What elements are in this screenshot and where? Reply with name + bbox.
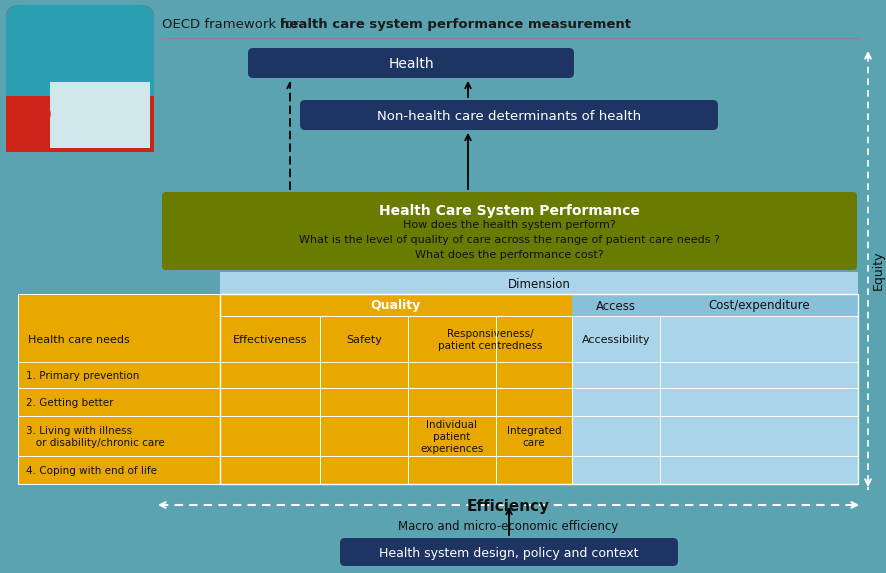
FancyBboxPatch shape — [6, 5, 154, 95]
Bar — [320, 294, 408, 484]
Bar — [572, 294, 660, 316]
Bar — [408, 456, 496, 484]
Bar — [320, 456, 408, 484]
Bar — [18, 316, 220, 362]
Bar — [660, 388, 858, 416]
Bar — [50, 82, 150, 148]
FancyBboxPatch shape — [300, 100, 718, 130]
Text: Health care needs: Health care needs — [28, 335, 129, 345]
FancyBboxPatch shape — [6, 5, 154, 152]
Bar — [660, 362, 858, 388]
Bar — [6, 60, 154, 96]
Bar — [496, 362, 572, 388]
FancyBboxPatch shape — [248, 48, 574, 78]
Bar — [220, 294, 320, 484]
FancyBboxPatch shape — [6, 6, 154, 151]
Bar — [320, 362, 408, 388]
Bar — [30, 72, 152, 148]
Text: Health: Health — [388, 57, 434, 71]
Circle shape — [26, 102, 50, 126]
Bar — [572, 362, 660, 388]
Bar — [220, 388, 320, 416]
Bar — [6, 96, 154, 152]
Bar — [496, 416, 572, 456]
Bar — [6, 50, 154, 86]
Bar — [18, 416, 220, 456]
FancyBboxPatch shape — [6, 6, 154, 86]
Bar — [572, 416, 660, 456]
Text: Responsiveness/
patient centredness: Responsiveness/ patient centredness — [438, 329, 542, 351]
Text: What is the level of quality of care across the range of patient care needs ?: What is the level of quality of care acr… — [299, 235, 720, 245]
Text: 1. Primary prevention: 1. Primary prevention — [26, 371, 139, 381]
Text: What does the performance cost?: What does the performance cost? — [416, 250, 604, 260]
Bar — [220, 272, 858, 294]
Text: Individual
patient
experiences: Individual patient experiences — [420, 421, 484, 454]
Bar — [18, 388, 220, 416]
Bar — [408, 388, 496, 484]
Text: Dimension: Dimension — [508, 277, 571, 291]
Text: OECD framework for: OECD framework for — [162, 18, 303, 31]
Bar — [220, 294, 572, 316]
Text: Effectiveness: Effectiveness — [233, 335, 307, 345]
Bar — [220, 294, 858, 484]
Bar — [408, 388, 496, 416]
Text: 4. Coping with end of life: 4. Coping with end of life — [26, 466, 157, 476]
Bar — [408, 416, 496, 456]
Bar — [220, 362, 320, 388]
Bar — [660, 316, 858, 362]
Text: health care system performance measurement: health care system performance measureme… — [280, 18, 631, 31]
Text: Health system design, policy and context: Health system design, policy and context — [379, 547, 639, 559]
Bar — [320, 388, 408, 416]
Bar — [572, 456, 660, 484]
Text: Integrated
care: Integrated care — [507, 426, 562, 448]
Text: Quality: Quality — [371, 300, 421, 312]
Bar — [320, 416, 408, 456]
Bar — [220, 456, 320, 484]
Text: Safety: Safety — [346, 335, 382, 345]
Bar — [572, 388, 660, 416]
Bar — [220, 316, 320, 362]
Text: How does the health system perform?: How does the health system perform? — [403, 220, 616, 230]
Bar — [220, 294, 858, 484]
Bar — [496, 294, 572, 484]
Text: Accessibility: Accessibility — [582, 335, 650, 345]
Bar — [660, 294, 858, 316]
Bar — [220, 416, 320, 456]
Text: Cost/expenditure: Cost/expenditure — [708, 300, 810, 312]
Bar — [408, 294, 496, 484]
Bar — [660, 416, 858, 456]
Bar — [18, 294, 220, 484]
Bar — [496, 388, 572, 416]
Bar — [320, 316, 408, 362]
Text: 3. Living with illness
   or disability/chronic care: 3. Living with illness or disability/chr… — [26, 426, 165, 448]
Bar — [6, 86, 154, 151]
Bar — [408, 362, 496, 388]
FancyBboxPatch shape — [340, 538, 678, 566]
Bar — [18, 294, 220, 484]
Bar — [18, 362, 220, 388]
Bar — [572, 316, 660, 362]
FancyBboxPatch shape — [162, 192, 857, 270]
Text: Equity: Equity — [872, 250, 884, 290]
Bar — [496, 388, 572, 484]
Bar — [660, 456, 858, 484]
Text: Non-health care determinants of health: Non-health care determinants of health — [377, 109, 641, 123]
Circle shape — [34, 94, 66, 126]
Text: Macro and micro-economic efficiency: Macro and micro-economic efficiency — [398, 520, 618, 533]
Text: Efficiency: Efficiency — [466, 499, 549, 513]
Text: Health Care System Performance: Health Care System Performance — [379, 204, 640, 218]
Bar — [408, 316, 572, 362]
Text: 2. Getting better: 2. Getting better — [26, 398, 113, 408]
Bar — [18, 456, 220, 484]
Text: Access: Access — [596, 300, 636, 312]
Bar — [496, 456, 572, 484]
